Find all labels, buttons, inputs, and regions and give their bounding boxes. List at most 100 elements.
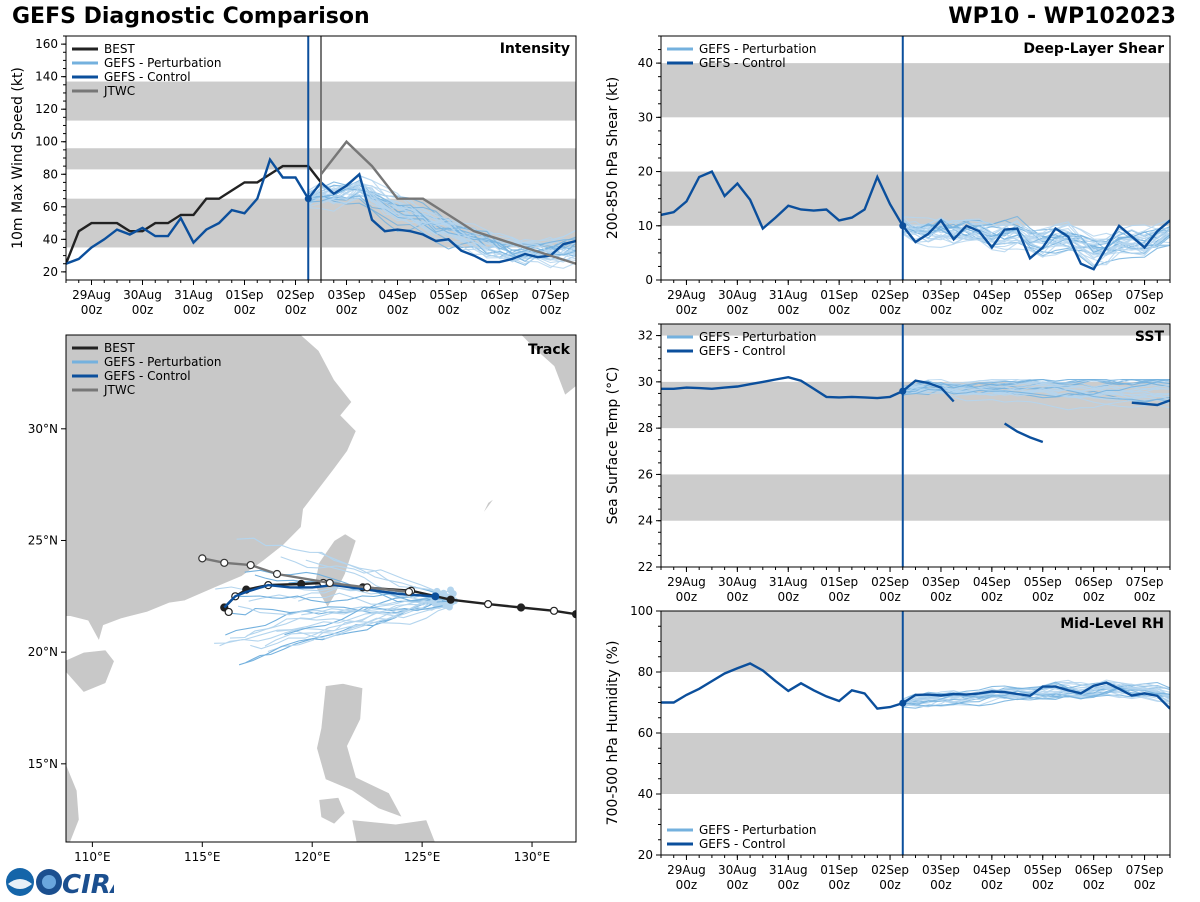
sst-xtick-label: 31Aug bbox=[769, 575, 808, 589]
rh-init-marker bbox=[899, 699, 907, 707]
sst-xtick-label: 03Sep bbox=[922, 575, 960, 589]
intensity-xtick-label: 02Sep bbox=[277, 288, 315, 302]
rh-ytick-label: 20 bbox=[638, 848, 653, 862]
rh-plot-area bbox=[661, 611, 1170, 855]
sst-ytick-label: 32 bbox=[638, 329, 653, 343]
sst-xtick-label: 04Sep bbox=[973, 575, 1011, 589]
intensity-xtick-label: 31Aug bbox=[174, 288, 213, 302]
shear-xtick-label: 00z bbox=[879, 303, 901, 317]
shear-xtick-label: 00z bbox=[1083, 303, 1105, 317]
rh-perturbation-member bbox=[902, 686, 1170, 707]
intensity-ytick-label: 140 bbox=[35, 70, 58, 84]
sst-perturbation-member bbox=[902, 378, 1170, 393]
rh-ytick-label: 80 bbox=[638, 665, 653, 679]
track-jtwc-point bbox=[404, 587, 414, 596]
track-perturbation-member bbox=[280, 556, 438, 592]
sst-ytick-label: 30 bbox=[638, 375, 653, 389]
sst-xtick-label: 01Sep bbox=[820, 575, 858, 589]
intensity-xtick-label: 00z bbox=[489, 303, 511, 317]
rh-xtick-label: 01Sep bbox=[820, 863, 858, 877]
intensity-init-marker bbox=[304, 195, 312, 203]
shear-legend-label: GEFS - Perturbation bbox=[699, 42, 816, 56]
track-jtwc-point bbox=[272, 569, 282, 579]
rh-ytick-label: 60 bbox=[638, 726, 653, 740]
shear-xtick-label: 31Aug bbox=[769, 288, 808, 302]
track-best-point bbox=[224, 607, 233, 617]
shear-xtick-label: 00z bbox=[828, 303, 850, 317]
track-legend-label: GEFS - Perturbation bbox=[104, 355, 221, 369]
page-title: GEFS Diagnostic Comparison bbox=[12, 4, 370, 29]
sst-xtick-label: 07Sep bbox=[1126, 575, 1164, 589]
intensity-xtick-label: 06Sep bbox=[481, 288, 519, 302]
track-jtwc-point bbox=[220, 558, 229, 567]
taiwan-island bbox=[313, 533, 357, 609]
track-legend-label: BEST bbox=[104, 341, 135, 355]
rh-perturbation-member bbox=[902, 683, 1170, 708]
sst-series-gefs-control-segment-2 bbox=[1003, 422, 1044, 444]
shear-plot-area bbox=[661, 36, 1170, 280]
track-perturbation-member bbox=[284, 604, 447, 636]
mainland-china-land bbox=[66, 335, 357, 643]
sst-xtick-label: 06Sep bbox=[1075, 575, 1113, 589]
shear-xtick-label: 00z bbox=[930, 303, 952, 317]
intensity-xtick-label: 00z bbox=[285, 303, 307, 317]
track-xtick-label: 110°E bbox=[74, 850, 111, 864]
intensity-plot-area bbox=[66, 36, 576, 280]
hainan-island bbox=[66, 649, 115, 693]
intensity-legend-label: JTWC bbox=[103, 84, 135, 98]
chart-shear: 01020304029Aug00z30Aug00z31Aug00z01Sep00… bbox=[605, 35, 1171, 317]
sst-legend-label: GEFS - Control bbox=[699, 344, 786, 358]
sst-title: SST bbox=[1135, 329, 1165, 345]
track-best-point bbox=[571, 610, 576, 619]
rh-band-0 bbox=[661, 733, 1170, 794]
shear-xtick-label: 00z bbox=[777, 303, 799, 317]
rh-xtick-label: 00z bbox=[1083, 878, 1105, 892]
cira-logo-text: CIRA bbox=[62, 870, 114, 898]
shear-ylabel: 200-850 hPa Shear (kt) bbox=[605, 77, 621, 239]
intensity-ytick-label: 40 bbox=[43, 232, 58, 246]
shear-band-0 bbox=[661, 171, 1170, 226]
sst-ytick-label: 22 bbox=[638, 560, 653, 574]
track-title: Track bbox=[528, 342, 571, 358]
sst-xtick-label: 29Aug bbox=[667, 575, 706, 589]
track-perturbation-member bbox=[305, 559, 439, 606]
rh-xtick-label: 00z bbox=[676, 878, 698, 892]
track-legend-label: JTWC bbox=[103, 383, 135, 397]
intensity-ytick-label: 100 bbox=[35, 135, 58, 149]
rh-xtick-label: 00z bbox=[930, 878, 952, 892]
chart-rh: 2040608010029Aug00z30Aug00z31Aug00z01Sep… bbox=[605, 604, 1171, 892]
track-perturbation-member bbox=[246, 606, 450, 637]
shear-ytick-label: 30 bbox=[638, 110, 653, 124]
track-jtwc-point bbox=[363, 583, 372, 592]
track-jtwc-point bbox=[246, 560, 255, 570]
sst-xtick-label: 02Sep bbox=[871, 575, 909, 589]
shear-perturbation-member bbox=[902, 225, 1170, 253]
intensity-xtick-label: 00z bbox=[132, 303, 154, 317]
intensity-perturbation-member bbox=[308, 188, 576, 255]
intensity-xtick-label: 00z bbox=[336, 303, 358, 317]
track-best-point bbox=[549, 606, 559, 615]
intensity-xtick-label: 07Sep bbox=[532, 288, 570, 302]
rh-xtick-label: 31Aug bbox=[769, 863, 808, 877]
shear-xtick-label: 01Sep bbox=[820, 288, 858, 302]
rh-xtick-label: 00z bbox=[1032, 878, 1054, 892]
rh-ytick-label: 40 bbox=[638, 787, 653, 801]
shear-xtick-label: 00z bbox=[1032, 303, 1054, 317]
rh-xtick-label: 00z bbox=[1134, 878, 1156, 892]
intensity-xtick-label: 00z bbox=[234, 303, 256, 317]
sst-band-2 bbox=[661, 324, 1170, 336]
intensity-perturbation-member bbox=[308, 185, 576, 254]
sst-plot-area bbox=[661, 324, 1170, 567]
track-best-point bbox=[446, 595, 455, 604]
track-xtick-label: 125°E bbox=[404, 850, 441, 864]
intensity-perturbation-member bbox=[308, 191, 576, 247]
intensity-legend-label: GEFS - Control bbox=[104, 70, 191, 84]
intensity-xtick-label: 00z bbox=[438, 303, 460, 317]
shear-perturbation-member bbox=[902, 219, 1170, 254]
track-jtwc-point bbox=[198, 554, 207, 563]
intensity-legend-label: BEST bbox=[104, 42, 135, 56]
track-ytick-label: 25°N bbox=[28, 533, 58, 547]
track-perturbation-member bbox=[250, 605, 449, 650]
rh-xtick-label: 00z bbox=[981, 878, 1003, 892]
